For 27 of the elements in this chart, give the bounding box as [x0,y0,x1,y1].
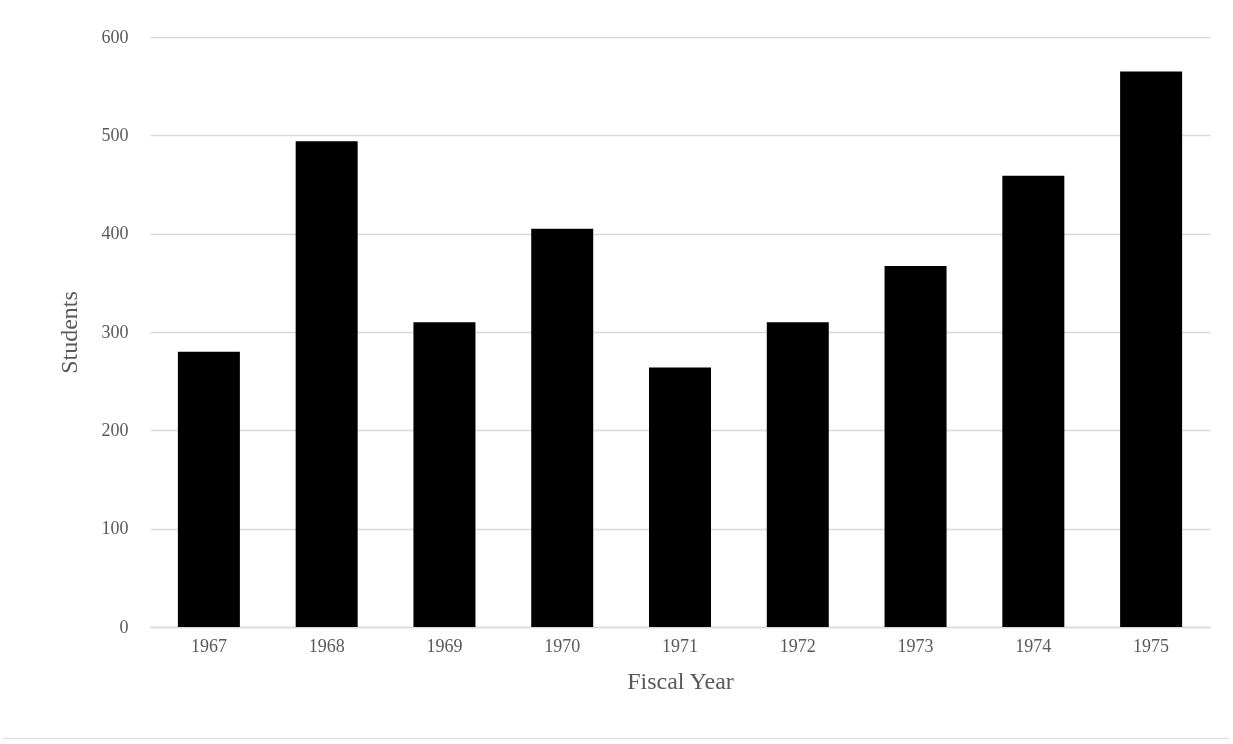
x-axis-title: Fiscal Year [627,667,734,694]
bar [1002,175,1065,627]
bar [295,141,358,627]
y-tick-label: 0 [119,616,129,637]
y-tick-label: 200 [101,419,129,440]
x-tick-label: 1971 [662,635,698,656]
x-tick-label: 1975 [1133,635,1170,656]
bar [177,351,240,627]
y-axis-title: Students [55,291,82,374]
y-tick-label: 400 [101,223,129,244]
x-tick-label: 1969 [426,635,463,656]
x-tick-label: 1967 [190,635,227,656]
bar [1120,71,1183,627]
bar [531,228,594,627]
bar [884,266,947,627]
bar [766,322,829,627]
y-tick-label: 300 [101,321,129,342]
x-tick-label: 1974 [1015,635,1052,656]
x-tick-label: 1970 [544,635,581,656]
x-tick-label: 1972 [779,635,816,656]
y-tick-label: 600 [101,26,129,47]
x-tick-label: 1968 [308,635,345,656]
bar [649,367,711,627]
y-tick-label: 100 [101,518,129,539]
bar [413,322,476,627]
y-tick-label: 500 [101,124,129,145]
x-tick-label: 1973 [897,635,934,656]
